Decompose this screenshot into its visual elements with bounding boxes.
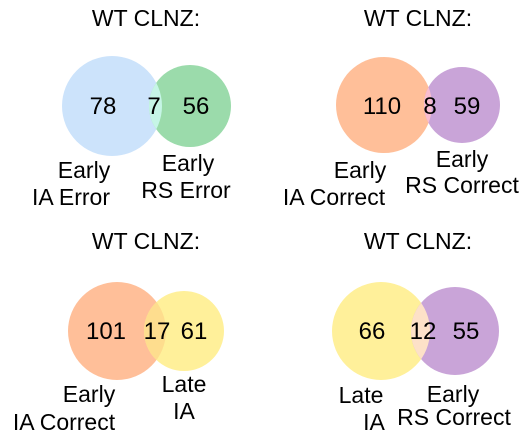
right-only-count: 56 [183, 93, 210, 120]
overlap-count: 8 [423, 93, 436, 120]
venn-panel-early-ia-correct-vs-early-rs-correct: WT CLNZ: 110 8 59 Early IA Correct Early… [283, 5, 520, 210]
left-set-label-line2: IA Correct [13, 409, 116, 435]
left-set-circle [332, 282, 430, 380]
right-set-label-line1: Late [162, 371, 207, 397]
right-set-label-line2: RS Correct [405, 172, 519, 198]
right-set-label-line1: Early [162, 150, 215, 176]
left-set-label-line1: Early [63, 381, 116, 407]
overlap-count: 12 [410, 318, 437, 345]
panel-title: WT CLNZ: [364, 5, 472, 31]
right-set-label-line2: IA [173, 398, 195, 424]
left-set-label-line2: IA [363, 409, 385, 435]
panel-title: WT CLNZ: [92, 5, 200, 31]
venn-panel-early-ia-correct-vs-late-ia: WT CLNZ: 101 17 61 Early IA Correct Late… [13, 228, 224, 435]
right-only-count: 61 [181, 318, 208, 345]
left-set-circle [336, 57, 432, 153]
left-set-circle [62, 56, 162, 156]
right-set-circle [144, 291, 224, 371]
panel-title: WT CLNZ: [92, 228, 200, 254]
venn-panel-late-ia-vs-early-rs-correct: WT CLNZ: 66 12 55 Late IA Early RS Corre… [332, 228, 511, 435]
left-only-count: 66 [359, 318, 386, 345]
overlap-count: 7 [147, 93, 160, 120]
left-set-label-line1: Early [58, 157, 111, 183]
right-only-count: 59 [454, 93, 481, 120]
left-set-circle [68, 282, 166, 380]
right-set-circle [424, 67, 500, 143]
left-set-label-line1: Late [339, 382, 384, 408]
left-set-label-line2: IA Correct [283, 184, 386, 210]
right-set-label-line1: Early [436, 146, 489, 172]
venn-panel-early-ia-error-vs-early-rs-error: WT CLNZ: 78 7 56 Early IA Error Early RS… [32, 5, 231, 210]
right-set-circle [149, 65, 231, 147]
overlap-count: 17 [144, 318, 171, 345]
right-only-count: 55 [453, 318, 480, 345]
left-only-count: 110 [363, 93, 401, 120]
left-only-count: 101 [86, 318, 126, 345]
right-set-label-line2: RS Correct [397, 404, 511, 430]
right-set-label-line1: Early [427, 381, 480, 407]
right-set-circle [411, 287, 499, 375]
left-set-label-line1: Early [334, 157, 387, 183]
panel-title: WT CLNZ: [364, 228, 472, 254]
right-set-label-line2: RS Error [141, 177, 231, 203]
left-only-count: 78 [90, 93, 117, 120]
left-set-label-line2: IA Error [32, 184, 110, 210]
